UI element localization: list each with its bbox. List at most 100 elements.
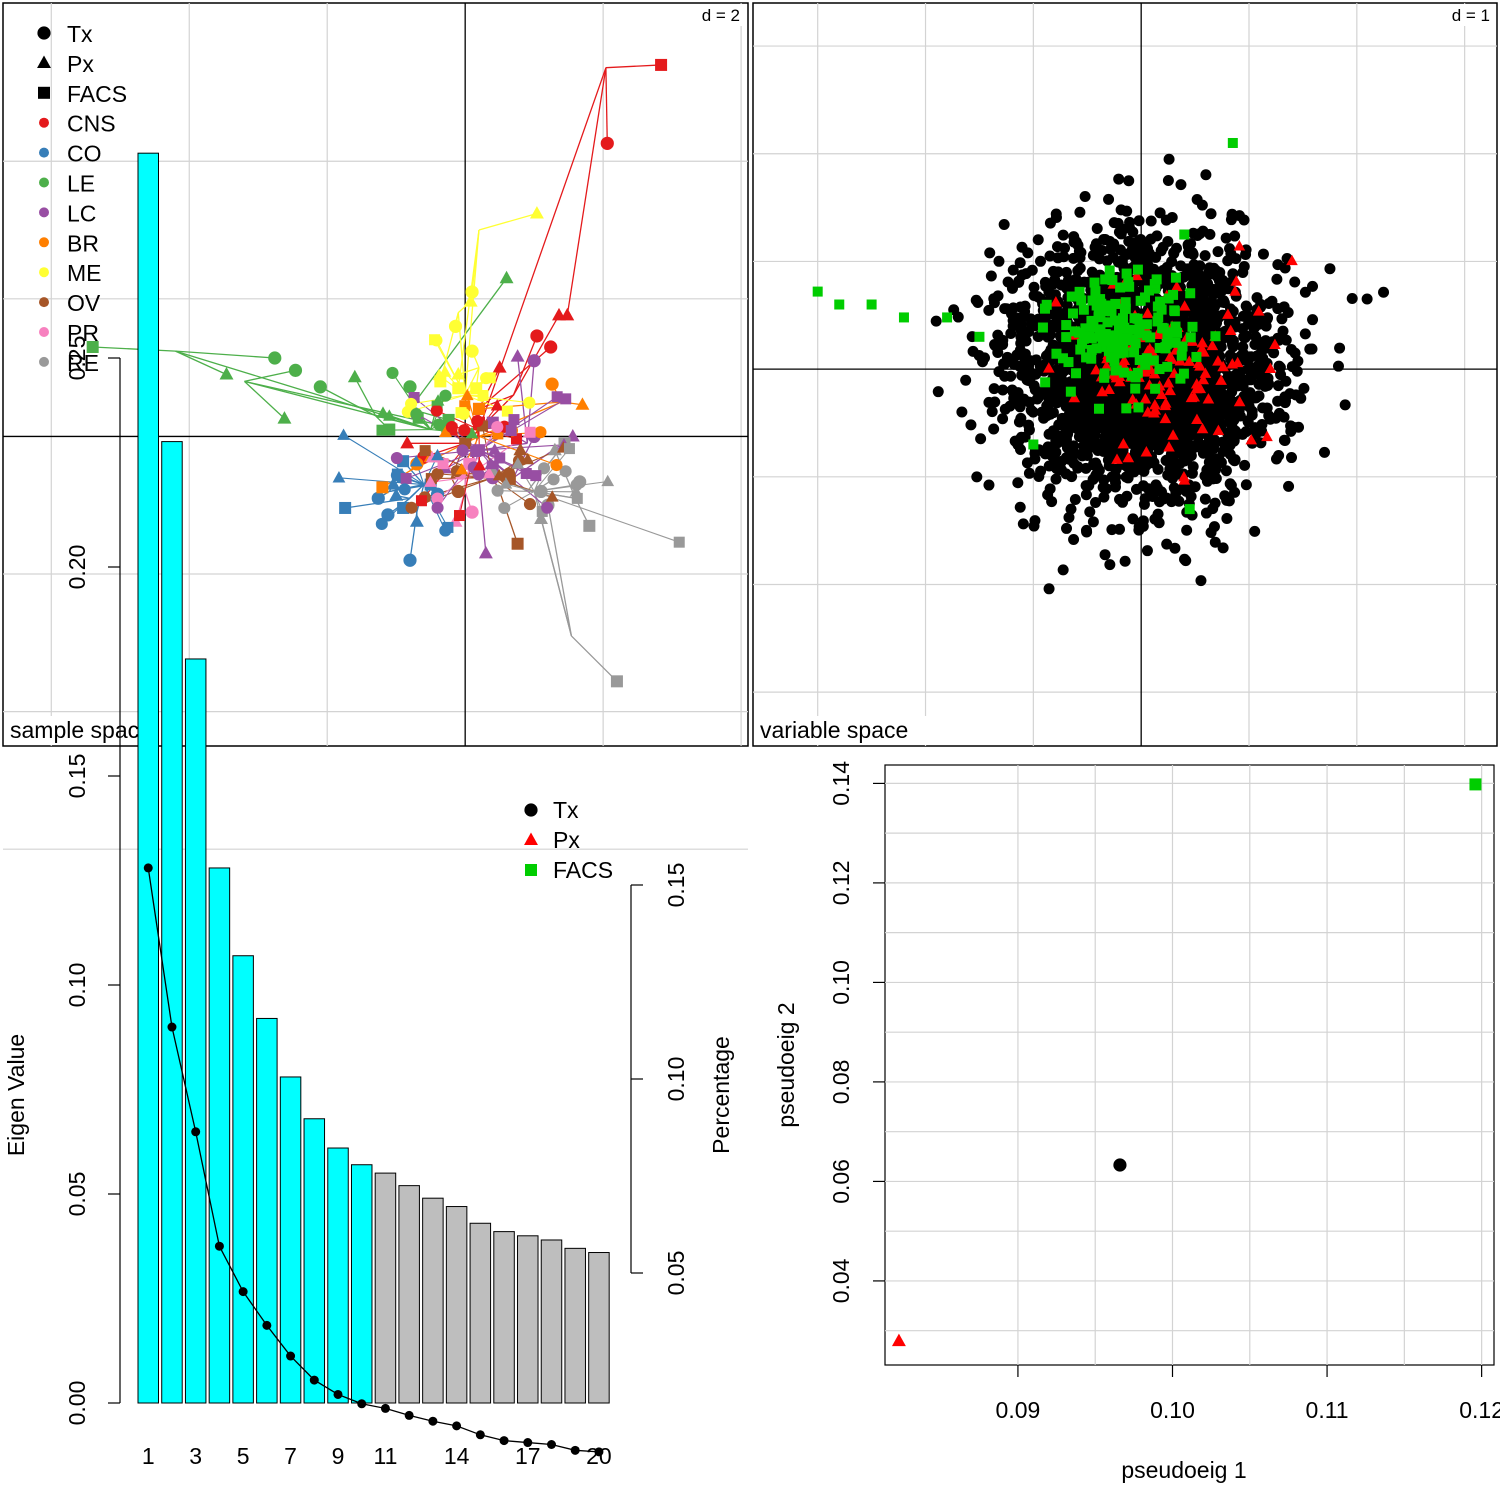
variable-point-px — [1162, 377, 1175, 388]
sample-point — [277, 411, 292, 424]
sample-point — [655, 58, 668, 71]
variable-point-px — [1149, 398, 1161, 410]
variable-point-tx — [1043, 286, 1055, 298]
variable-point-tx — [1161, 538, 1173, 550]
variable-point-tx — [1104, 398, 1116, 410]
variable-point-tx — [1270, 453, 1282, 465]
variable-point-facs — [1169, 305, 1180, 316]
variable-point-tx — [1152, 508, 1164, 520]
variable-point-facs — [1117, 339, 1128, 350]
variable-point-tx — [932, 386, 944, 398]
variable-point-tx — [1262, 380, 1274, 392]
variable-point-tx — [1185, 425, 1197, 437]
variable-point-tx — [1226, 371, 1238, 383]
variable-point-tx — [1022, 247, 1034, 259]
variable-point-tx — [1123, 175, 1135, 187]
sample-point — [484, 457, 498, 470]
variable-point-tx — [1005, 370, 1017, 382]
variable-point-tx — [1169, 462, 1181, 474]
variable-point-px — [1188, 391, 1200, 402]
sample-point — [534, 484, 548, 499]
sample-link — [175, 350, 275, 359]
variable-point-tx — [1013, 416, 1025, 428]
variable-point-tx — [1068, 533, 1080, 545]
variable-point-tx — [1039, 276, 1051, 288]
variable-point-tx — [1279, 391, 1291, 403]
variable-point-tx — [1173, 418, 1185, 430]
variable-point-tx — [952, 311, 964, 323]
variable-point-tx — [1166, 256, 1178, 268]
variable-point-tx — [1044, 356, 1056, 368]
percentage-point — [404, 1410, 414, 1420]
variable-point-tx — [1226, 386, 1238, 398]
sample-point — [408, 392, 420, 404]
variable-point-px — [1191, 413, 1203, 425]
variable-point-facs — [1132, 264, 1143, 275]
legend-dot-icon — [39, 327, 49, 337]
variable-point-tx — [1061, 522, 1073, 534]
variable-point-tx — [1191, 194, 1203, 206]
variable-point-facs — [1128, 324, 1139, 335]
sample-point — [458, 424, 471, 437]
legend-dot-icon — [39, 267, 49, 278]
variable-point-facs — [1121, 333, 1132, 344]
variable-point-facs — [1109, 356, 1120, 367]
sample-link — [457, 229, 480, 389]
sample-link — [92, 346, 176, 352]
y-tick-label: 0.04 — [828, 1258, 854, 1303]
panel-label: sample space — [10, 717, 152, 743]
variable-point-tx — [999, 303, 1011, 315]
variable-point-tx — [1244, 351, 1256, 363]
sample-point — [520, 467, 532, 479]
sample-point — [491, 421, 504, 434]
variable-point-tx — [1039, 314, 1051, 326]
sample-point — [347, 369, 362, 383]
variable-point-tx — [1200, 169, 1212, 181]
variable-point-tx — [1058, 251, 1070, 263]
variable-point-px — [1196, 337, 1209, 348]
variable-point-facs — [1086, 315, 1097, 326]
variable-point-facs — [1130, 383, 1141, 394]
variable-point-facs — [1185, 288, 1196, 299]
variable-point-tx — [1080, 480, 1092, 492]
variable-point-tx — [1046, 427, 1058, 439]
variable-point-tx — [1098, 474, 1110, 486]
variable-point-facs — [1153, 312, 1164, 323]
variable-point-facs — [1077, 338, 1088, 349]
sample-link — [478, 477, 487, 554]
y-tick-label: 0.08 — [828, 1060, 854, 1105]
variable-point-px — [1130, 269, 1143, 281]
variable-point-tx — [1083, 374, 1095, 386]
sample-point — [510, 349, 525, 362]
variable-point-tx — [1069, 235, 1081, 247]
sample-point — [400, 472, 412, 484]
variable-point-facs — [1133, 402, 1144, 413]
variable-point-px — [1164, 384, 1176, 396]
variable-point-tx — [1191, 271, 1203, 283]
variable-point-facs — [866, 299, 877, 310]
variable-point-px — [1197, 373, 1210, 385]
sample-point — [398, 483, 411, 496]
variable-point-tx — [1141, 257, 1153, 269]
variable-point-tx — [1318, 446, 1330, 458]
variable-point-tx — [1250, 392, 1262, 404]
variable-point-px — [1163, 441, 1175, 452]
variable-point-tx — [960, 374, 972, 386]
variable-point-facs — [1086, 353, 1097, 364]
variable-point-tx — [1240, 426, 1252, 438]
variable-point-tx — [1087, 473, 1099, 485]
x-tick-label: 0.10 — [1150, 1397, 1195, 1423]
variable-point-facs — [1076, 295, 1087, 306]
sample-link — [533, 490, 680, 543]
sample-link — [499, 491, 519, 544]
variable-point-tx — [1204, 433, 1216, 445]
variable-point-tx — [1212, 246, 1224, 258]
sample-point — [439, 389, 452, 402]
variable-point-tx — [998, 218, 1010, 230]
y-tick-label: 0.20 — [64, 545, 90, 590]
pseudoeig-point-px — [891, 1333, 906, 1347]
sample-point — [386, 366, 399, 379]
variable-point-tx — [1124, 464, 1136, 476]
eigenvalue-legend: Tx Px FACS — [524, 797, 613, 883]
variable-point-tx — [1257, 248, 1269, 260]
